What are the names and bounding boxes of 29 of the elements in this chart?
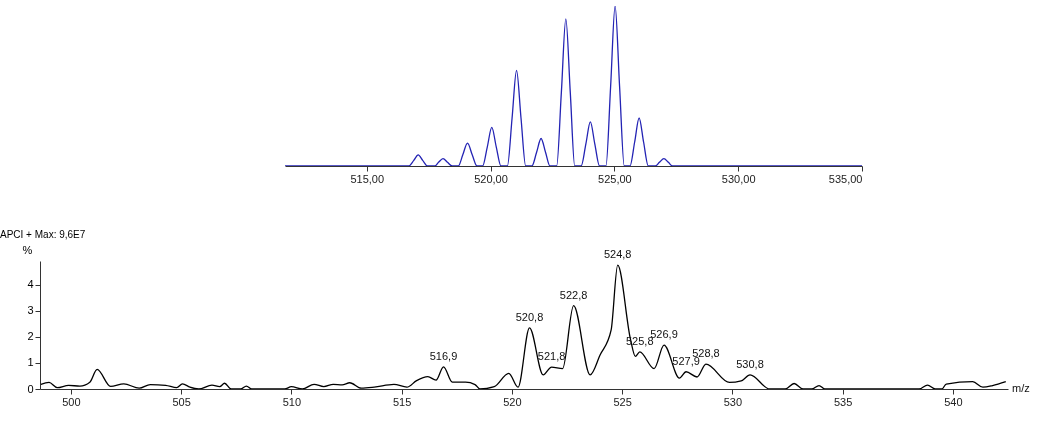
annotation: 524,8: [603, 248, 632, 261]
x-axis-title: m/z: [1012, 382, 1030, 394]
x-tick-label: 535: [833, 395, 853, 408]
y-tick-label: 3: [27, 304, 34, 317]
x-tick-label: 510: [282, 395, 302, 408]
y-tick-label: 4: [27, 278, 34, 291]
x-tick-label: 500: [62, 395, 81, 408]
x-tick-label: 525: [613, 395, 632, 408]
x-tick-label: 515,00: [350, 172, 385, 185]
annotation: 530,8: [736, 357, 764, 370]
x-tick-label: 530: [723, 395, 743, 408]
x-tick-label: 530,00: [721, 172, 756, 185]
annotation: 521,8: [537, 350, 566, 363]
annotation: 520,8: [515, 310, 544, 323]
y-tick-label: 0: [27, 382, 34, 395]
annotation: 522,8: [559, 288, 588, 301]
y-axis-title: %: [22, 243, 33, 256]
chart-title: APCI + Max: 9,6E7: [0, 229, 86, 240]
x-tick-label: 520: [503, 395, 522, 408]
x-tick-label: 505: [172, 395, 191, 408]
y-tick-label: 1: [27, 356, 34, 369]
y-tick-label: 2: [27, 330, 34, 343]
x-tick-label: 520,00: [474, 172, 508, 185]
x-tick-label: 535,00: [828, 172, 863, 185]
x-tick-label: 515: [392, 395, 412, 408]
annotation: 516,9: [429, 349, 458, 362]
annotation: 528,8: [692, 347, 720, 360]
x-tick-label: 540: [944, 395, 963, 408]
x-tick-label: 525,00: [598, 172, 632, 185]
